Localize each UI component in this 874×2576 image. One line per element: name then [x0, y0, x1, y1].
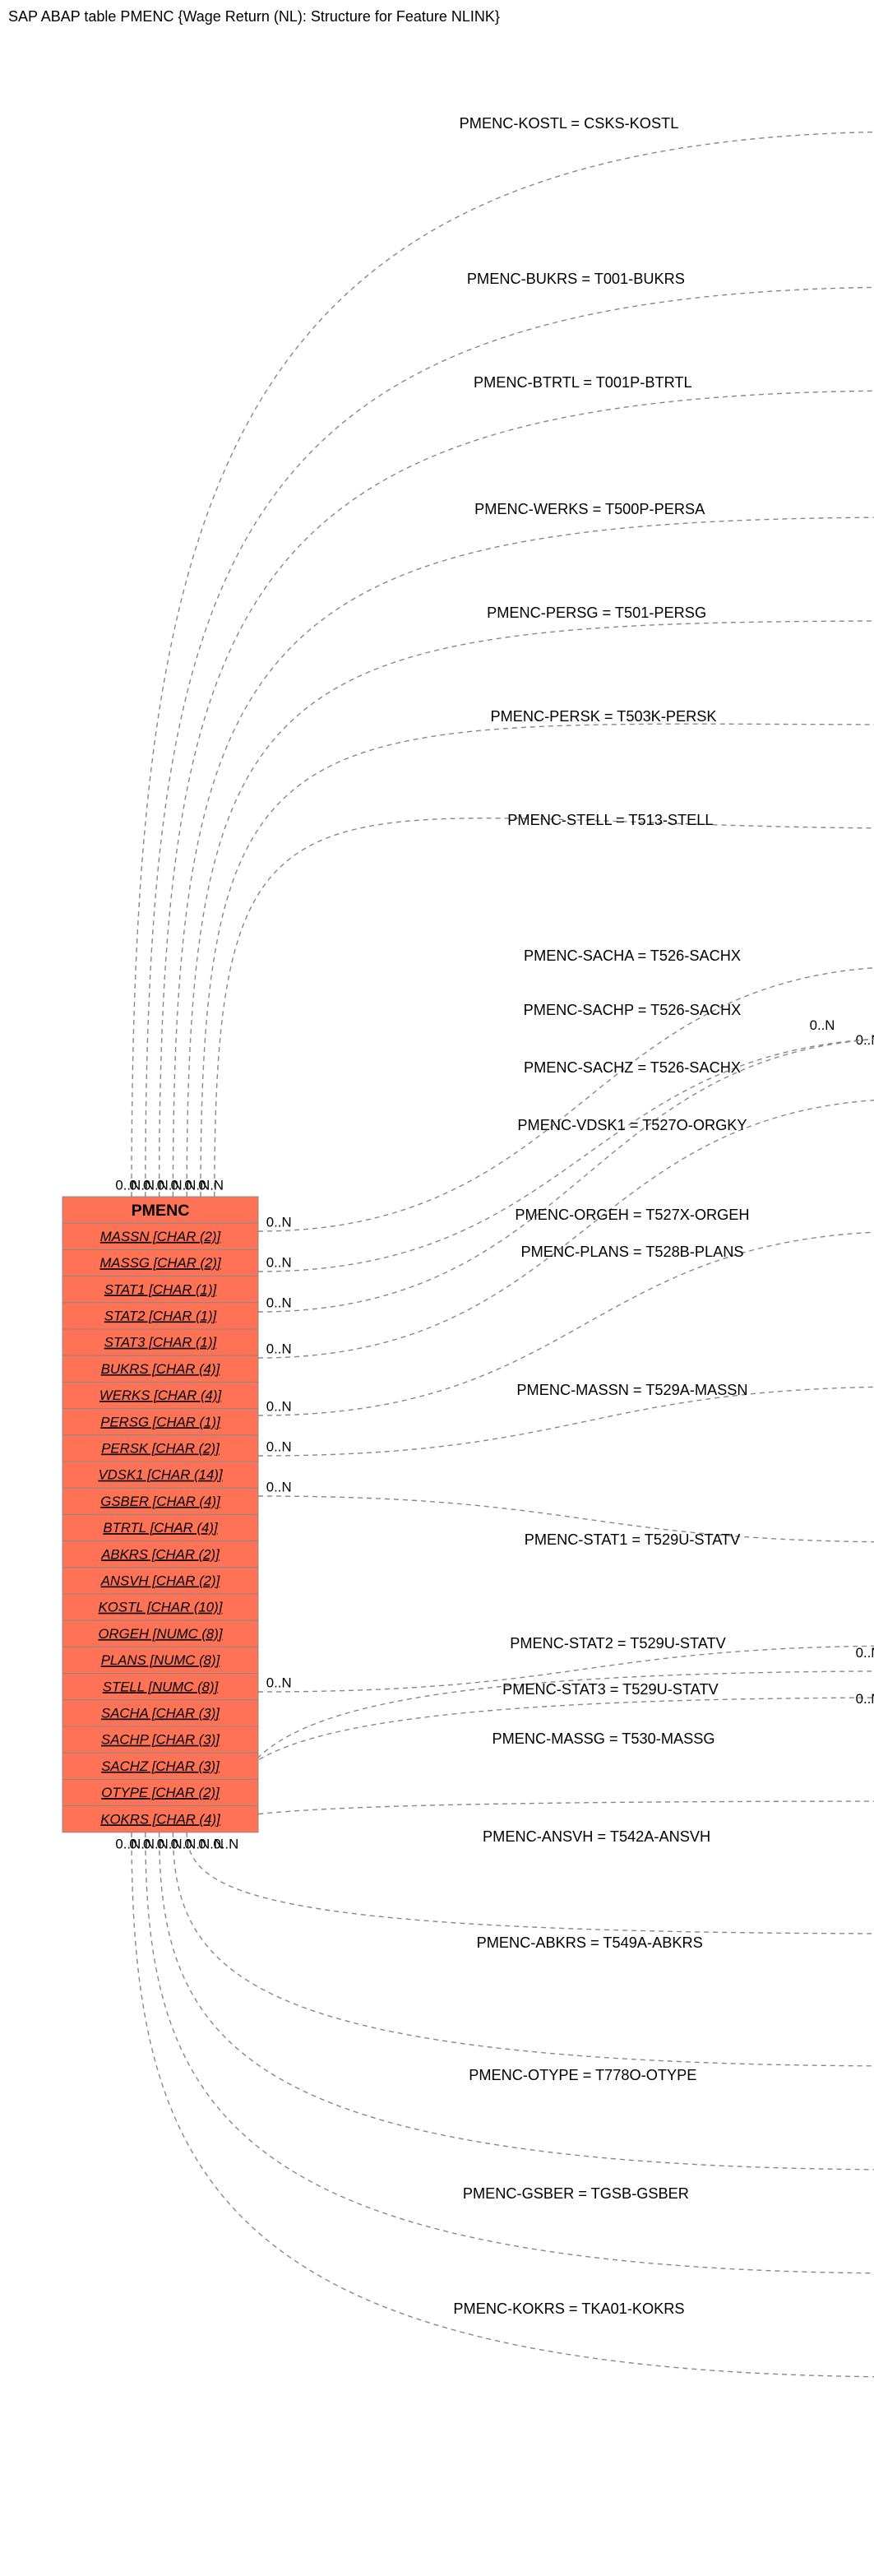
relation-label: PMENC-STELL = T513-STELL: [507, 812, 713, 828]
table-field: WERKS [CHAR (4)]: [99, 1388, 222, 1403]
relation-label: PMENC-PERSG = T501-PERSG: [487, 605, 706, 621]
table-field: STAT1 [CHAR (1)]: [104, 1281, 217, 1297]
cardinality: 0..N: [115, 1836, 141, 1851]
cardinality: 0..N: [198, 1178, 224, 1193]
relation: PMENC-SACHP = T526-SACHX 0..N 0..N: [258, 1002, 874, 1272]
relation-label: PMENC-PERSK = T503K-PERSK: [490, 708, 716, 725]
relation-label: PMENC-SACHP = T526-SACHX: [524, 1002, 742, 1018]
cardinality: 0..N: [266, 1479, 292, 1494]
relation-label: PMENC-KOKRS = TKA01-KOKRS: [453, 2300, 684, 2317]
table-field: PERSG [CHAR (1)]: [100, 1414, 220, 1429]
relation-label: PMENC-OTYPE = T778O-OTYPE: [469, 2067, 696, 2083]
table-field: MASSN [CHAR (2)]: [100, 1229, 221, 1244]
relation-label: PMENC-ORGEH = T527X-ORGEH: [515, 1207, 749, 1223]
cardinality: 0..N: [266, 1295, 292, 1310]
relation-label: PMENC-KOSTL = CSKS-KOSTL: [460, 115, 679, 132]
cardinality: 0..N: [266, 1439, 292, 1454]
relation: PMENC-STAT3 = T529U-STATV0..N0..N: [198, 1681, 874, 1852]
table-field: BTRTL [CHAR (4)]: [103, 1520, 218, 1536]
cardinality: 0..N: [856, 1691, 874, 1707]
relation-label: PMENC-GSBER = TGSB-GSBER: [463, 2185, 689, 2202]
er-diagram: PMENC-KOSTL = CSKS-KOSTL0..N0..NPMENC-BU…: [0, 29, 874, 2570]
cardinality: 0..N: [266, 1341, 292, 1356]
cardinality: 0..N: [266, 1398, 292, 1414]
cardinality: 0..N: [266, 1675, 292, 1690]
relation: PMENC-SACHA = T526-SACHX 0..N 0..N: [258, 947, 874, 1231]
table-field: OTYPE [CHAR (2)]: [101, 1785, 220, 1800]
relation: PMENC-MASSN = T529A-MASSN 0..N 0..N: [258, 1382, 874, 1550]
relation-label: PMENC-STAT3 = T529U-STATV: [502, 1681, 719, 1698]
relation-label: PMENC-STAT2 = T529U-STATV: [510, 1635, 726, 1652]
relation: PMENC-GSBER = TGSB-GSBER0..N0..N: [129, 1832, 874, 2282]
table-field: SACHZ [CHAR (3)]: [101, 1758, 220, 1774]
relation-label: PMENC-BTRTL = T001P-BTRTL: [474, 374, 692, 391]
table-field: STAT3 [CHAR (1)]: [104, 1335, 217, 1351]
relation: PMENC-SACHZ = T526-SACHX 0..N 0..N: [258, 1017, 874, 1312]
relation-label: PMENC-VDSK1 = T527O-ORGKY: [517, 1117, 747, 1133]
table-field: VDSK1 [CHAR (14)]: [98, 1467, 222, 1483]
relation: PMENC-BTRTL = T001P-BTRTL 0..N 0..N: [143, 374, 874, 1197]
relation-label: PMENC-SACHA = T526-SACHX: [524, 947, 741, 964]
table-field: SACHP [CHAR (3)]: [101, 1732, 220, 1748]
relation: PMENC-PERSG = T501-PERSG 0..N 0..N: [171, 605, 874, 1197]
relation-label: PMENC-PLANS = T528B-PLANS: [520, 1244, 743, 1260]
cardinality: 0..N: [810, 1017, 835, 1033]
relation-label: PMENC-MASSN = T529A-MASSN: [516, 1382, 747, 1398]
relation-label: PMENC-WERKS = T500P-PERSA: [474, 501, 705, 517]
table-field: KOKRS [CHAR (4)]: [100, 1811, 220, 1827]
table-field: KOSTL [CHAR (10)]: [99, 1600, 223, 1615]
table-field: ANSVH [CHAR (2)]: [100, 1573, 220, 1589]
table-field: SACHA [CHAR (3)]: [101, 1706, 220, 1721]
relation-label: PMENC-MASSG = T530-MASSG: [492, 1730, 714, 1747]
page-title: SAP ABAP table PMENC {Wage Return (NL): …: [0, 0, 874, 29]
relation-label: PMENC-SACHZ = T526-SACHX: [524, 1059, 741, 1076]
relation: PMENC-ANSVH = T542A-ANSVH0..N0..N: [171, 1828, 874, 1942]
relation: PMENC-OTYPE = T778O-OTYPE0..N0..N: [143, 1832, 874, 2178]
relation: PMENC-STAT1 = T529U-STATV 0..N 0..N: [258, 1531, 874, 1692]
cardinality: 0..N: [266, 1214, 292, 1230]
relation-label: PMENC-ABKRS = T549A-ABKRS: [477, 1934, 703, 1951]
table-field: BUKRS [CHAR (4)]: [101, 1361, 220, 1377]
relation: PMENC-BUKRS = T001-BUKRS 0..N 0..N: [129, 271, 874, 1197]
relation: PMENC-ABKRS = T549A-ABKRS0..N0..N: [157, 1832, 874, 2074]
table-field: ABKRS [CHAR (2)]: [100, 1546, 220, 1562]
relation-label: PMENC-STAT1 = T529U-STATV: [525, 1531, 741, 1548]
table-field: PERSK [CHAR (2)]: [101, 1441, 220, 1457]
table-field: ORGEH [NUMC (8)]: [98, 1626, 222, 1642]
relation: PMENC-VDSK1 = T527O-ORGKY 0..N 0..N: [258, 1091, 874, 1358]
cardinality: 0..N: [266, 1254, 292, 1270]
table-PMENC: PMENC MASSN [CHAR (2)] MASSG [CHAR (2)] STA…: [62, 1197, 258, 1832]
relation: PMENC-KOKRS = TKA01-KOKRS0..N0..N: [115, 1832, 874, 2385]
cardinality: 0..N: [856, 1645, 874, 1661]
table-field: PLANS [NUMC (8)]: [101, 1652, 220, 1668]
table-header: PMENC: [132, 1202, 190, 1220]
relation-label: PMENC-BUKRS = T001-BUKRS: [467, 271, 685, 287]
table-field: MASSG [CHAR (2)]: [99, 1255, 221, 1271]
table-field: STAT2 [CHAR (1)]: [104, 1309, 217, 1324]
relation-label: PMENC-ANSVH = T542A-ANSVH: [483, 1828, 710, 1845]
table-field: GSBER [CHAR (4)]: [100, 1494, 220, 1509]
table-field: STELL [NUMC (8)]: [103, 1679, 219, 1694]
